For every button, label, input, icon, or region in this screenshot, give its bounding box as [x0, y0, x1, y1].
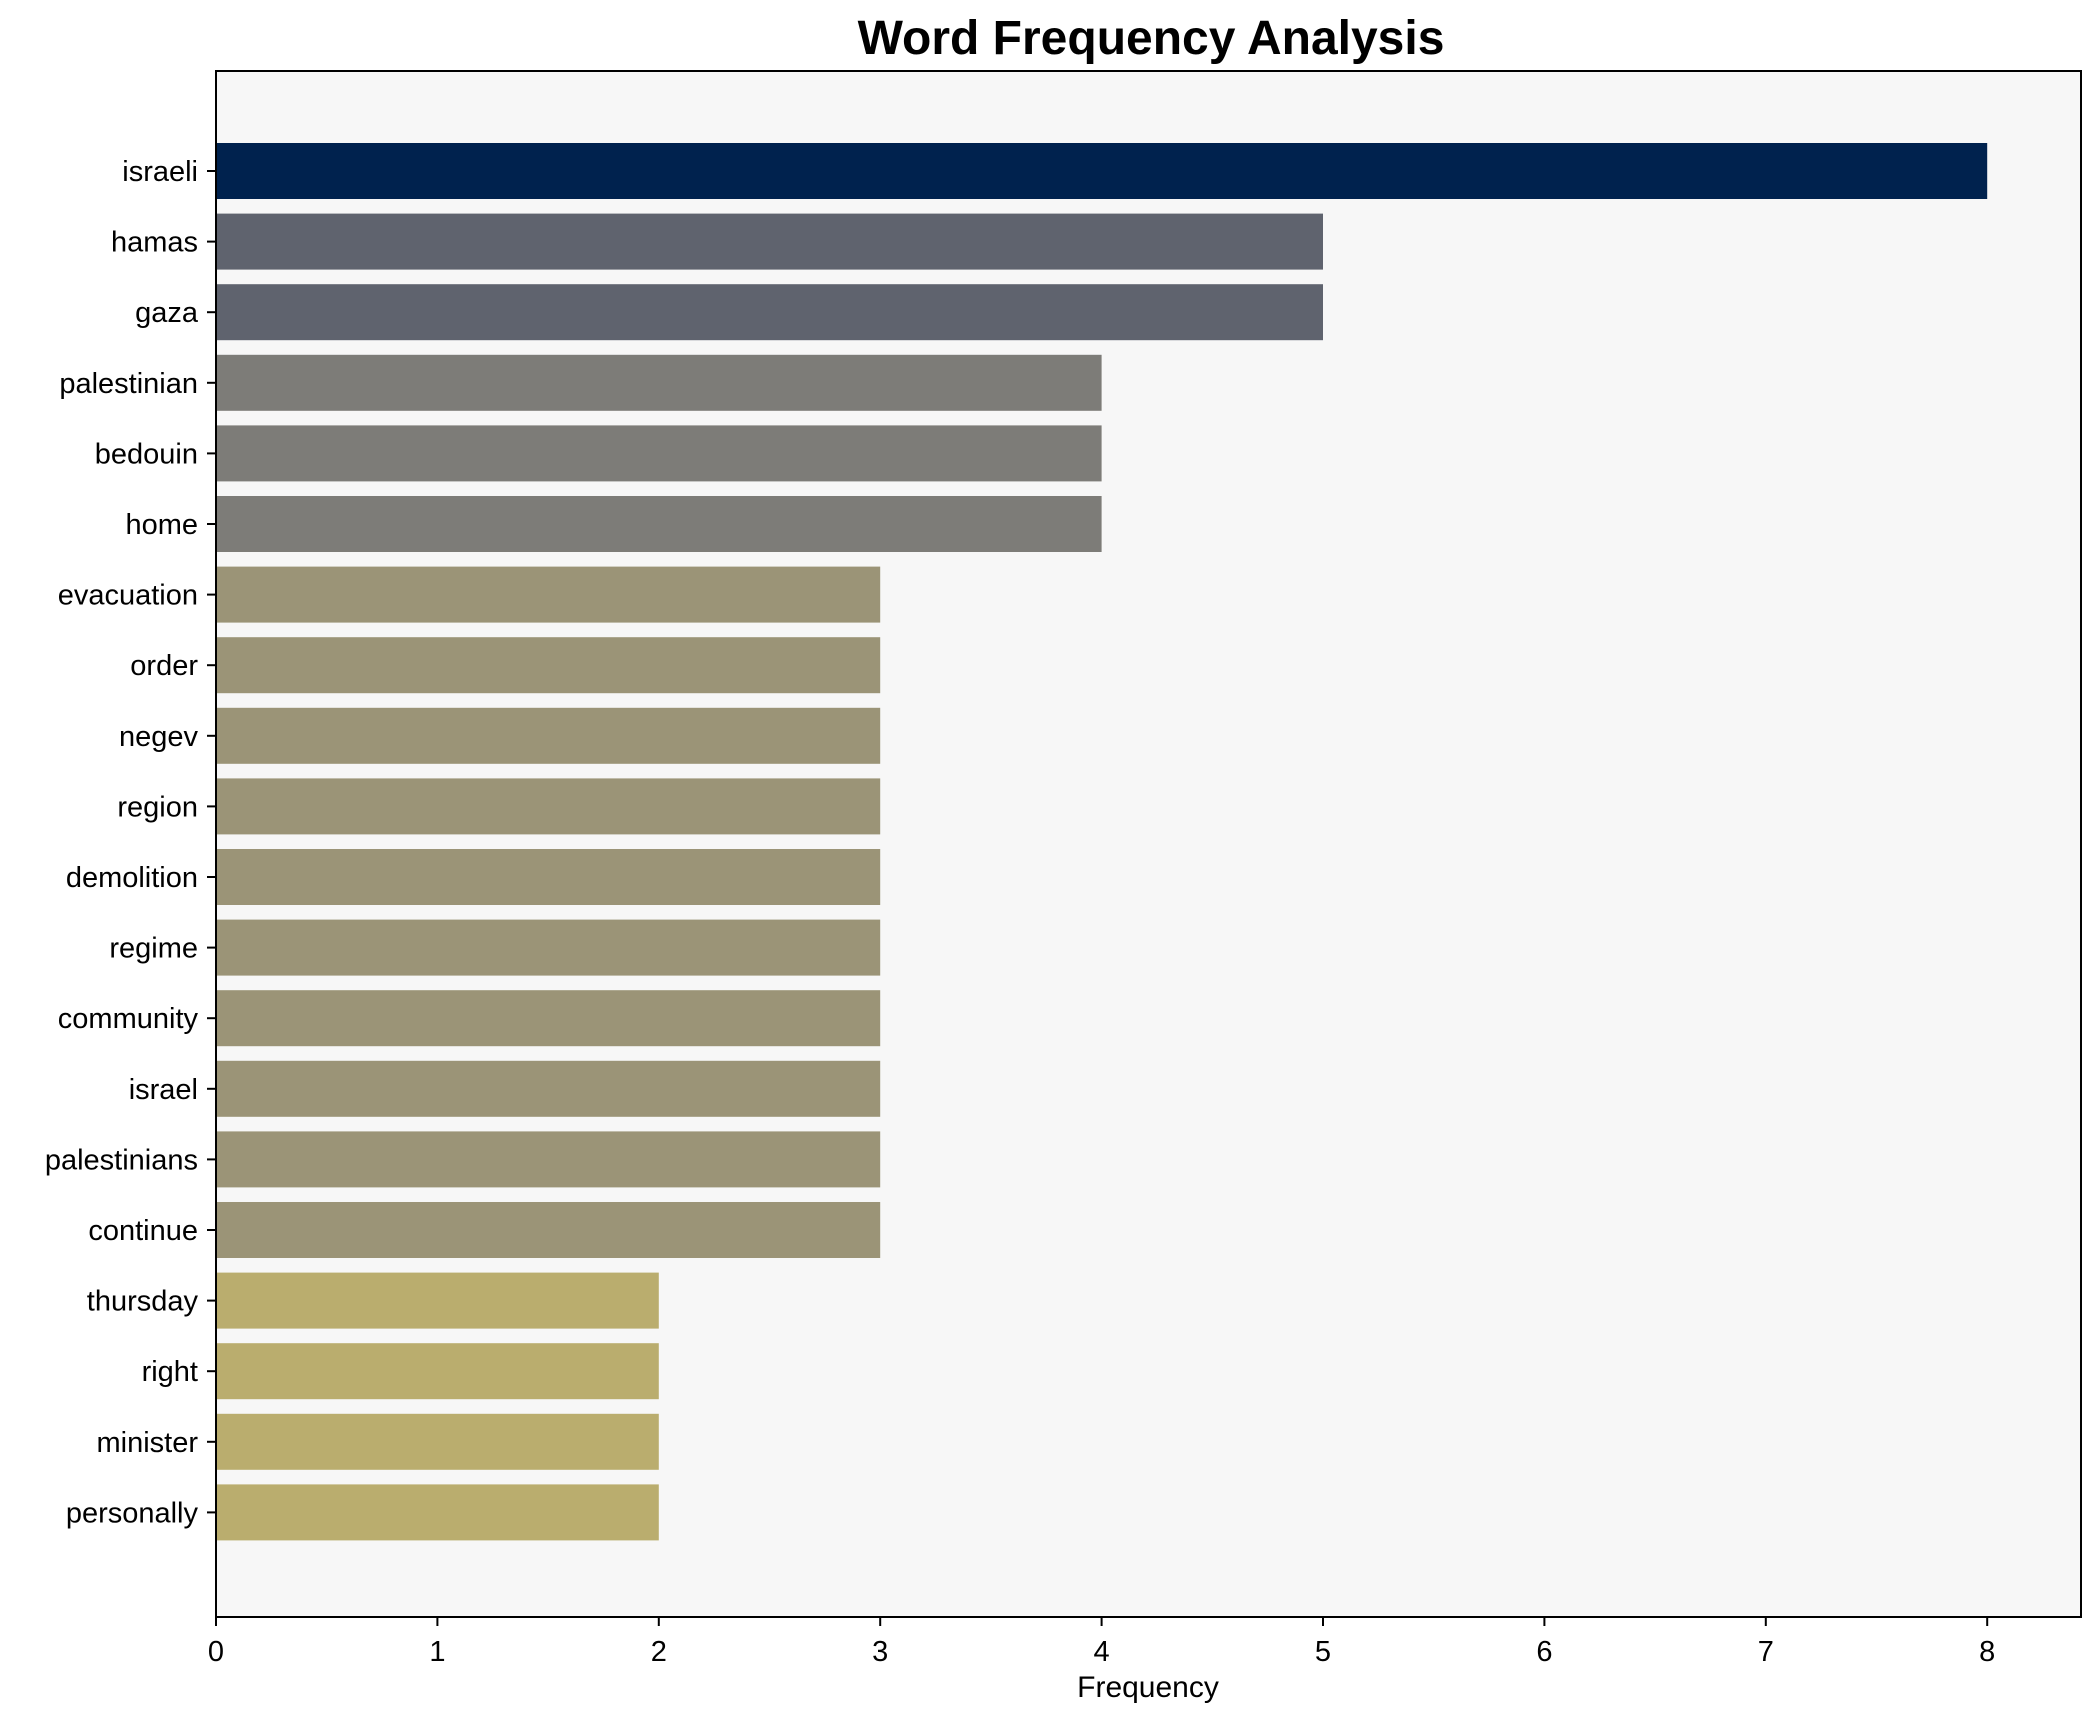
- y-tick-label: palestinian: [59, 368, 198, 400]
- bar-thursday: [216, 1272, 659, 1329]
- bar-right: [216, 1343, 659, 1400]
- bar-hamas: [216, 213, 1323, 270]
- x-tick-label: 7: [1758, 1636, 1774, 1668]
- y-tick-label: personally: [66, 1497, 199, 1529]
- x-axis-label: Frequency: [1077, 1671, 1219, 1704]
- y-tick-label: continue: [88, 1215, 198, 1247]
- bar-israel: [216, 1060, 881, 1117]
- y-tick-label: home: [125, 509, 198, 541]
- bar-bedouin: [216, 425, 1102, 482]
- bar-evacuation: [216, 566, 881, 623]
- y-tick-label: hamas: [111, 227, 198, 259]
- x-tick-label: 6: [1536, 1636, 1552, 1668]
- x-tick-label: 5: [1315, 1636, 1331, 1668]
- x-axis: 0 1 2 3 4 5 6 7 8: [208, 1617, 1995, 1668]
- bar-personally: [216, 1484, 659, 1541]
- bar-negev: [216, 707, 881, 764]
- x-tick-label: 4: [1094, 1636, 1110, 1668]
- bar-minister: [216, 1413, 659, 1470]
- y-tick-label: evacuation: [58, 580, 198, 612]
- x-tick-label: 8: [1979, 1636, 1995, 1668]
- y-tick-label: community: [58, 1003, 199, 1035]
- bar-home: [216, 496, 1102, 552]
- x-tick-label: 0: [208, 1636, 224, 1668]
- y-tick-label: region: [117, 791, 198, 823]
- plot-frame: [215, 70, 2082, 1618]
- y-tick-label: right: [142, 1356, 198, 1388]
- y-tick-label: israeli: [122, 156, 198, 188]
- y-tick-label: negev: [119, 721, 199, 753]
- x-tick-label: 2: [651, 1636, 667, 1668]
- chart-title: Word Frequency Analysis: [858, 12, 1445, 65]
- y-tick-label: demolition: [66, 862, 198, 894]
- bar-israeli: [216, 143, 1988, 199]
- bar-continue: [216, 1202, 881, 1258]
- y-tick-label: regime: [109, 933, 198, 965]
- y-tick-label: palestinians: [45, 1144, 198, 1176]
- y-tick-label: bedouin: [95, 438, 198, 470]
- x-tick-label: 3: [872, 1636, 888, 1668]
- bar-gaza: [216, 284, 1323, 341]
- y-tick-label: gaza: [135, 297, 199, 329]
- y-tick-label: minister: [96, 1427, 198, 1459]
- y-tick-label: thursday: [87, 1286, 199, 1318]
- y-tick-label: israel: [129, 1074, 198, 1106]
- bar-order: [216, 637, 881, 694]
- bar-palestinian: [216, 354, 1102, 411]
- y-tick-label: order: [130, 650, 198, 682]
- bar-palestinians: [216, 1131, 881, 1188]
- bar-community: [216, 990, 881, 1047]
- bar-region: [216, 778, 881, 835]
- bar-demolition: [216, 849, 881, 905]
- y-axis: israeli hamas gaza palestinian bedouin home ev…: [45, 156, 216, 1529]
- bars-group: [216, 143, 1988, 1541]
- x-tick-label: 1: [429, 1636, 445, 1668]
- bar-regime: [216, 919, 881, 976]
